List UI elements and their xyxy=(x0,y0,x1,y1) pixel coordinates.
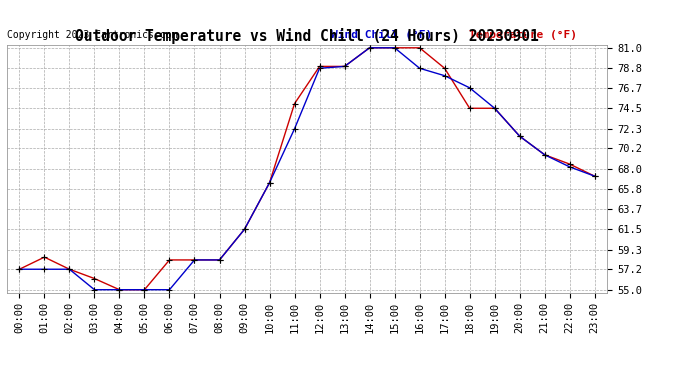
Text: Copyright 2023 Cartronics.com: Copyright 2023 Cartronics.com xyxy=(7,30,177,40)
Title: Outdoor Temperature vs Wind Chill (24 Hours) 20230901: Outdoor Temperature vs Wind Chill (24 Ho… xyxy=(75,28,539,44)
Text: Wind Chill (°F): Wind Chill (°F) xyxy=(331,30,433,40)
Text: Temperature (°F): Temperature (°F) xyxy=(469,30,577,40)
